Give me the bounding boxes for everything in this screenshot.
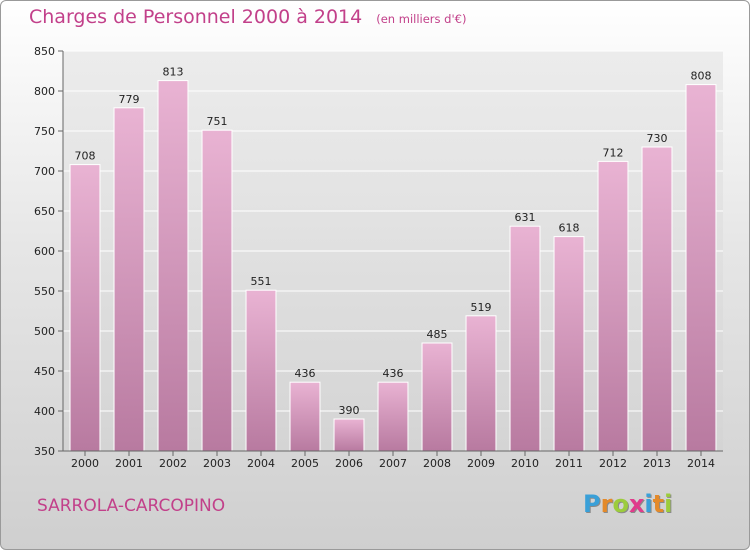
logo-letter: t — [652, 490, 665, 518]
x-tick-label: 2008 — [423, 457, 451, 470]
x-tick-label: 2011 — [555, 457, 583, 470]
bar-value-label: 708 — [75, 150, 96, 163]
y-tick-label: 600 — [34, 245, 55, 258]
bar-value-label: 751 — [207, 115, 228, 128]
bar — [553, 236, 585, 452]
title-text: Charges de Personnel 2000 à 2014 — [29, 6, 363, 28]
bar — [685, 84, 717, 452]
bar-value-label: 436 — [383, 367, 404, 380]
y-tick-label: 350 — [34, 445, 55, 458]
y-tick-label: 500 — [34, 325, 55, 338]
x-tick-label: 2000 — [71, 457, 99, 470]
y-tick-label: 550 — [34, 285, 55, 298]
y-tick-label: 750 — [34, 125, 55, 138]
x-tick-label: 2004 — [247, 457, 275, 470]
bar-value-label: 519 — [471, 301, 492, 314]
bar — [597, 160, 629, 452]
bar — [333, 418, 365, 452]
unit-text: (en milliers d'€) — [376, 12, 467, 26]
bar — [289, 381, 321, 452]
bar — [641, 146, 673, 452]
bar — [509, 225, 541, 452]
bar-value-label: 631 — [515, 211, 536, 224]
logo-letter: P — [583, 490, 601, 518]
bar-value-label: 808 — [691, 70, 712, 83]
x-tick-label: 2001 — [115, 457, 143, 470]
x-tick-label: 2009 — [467, 457, 495, 470]
x-tick-label: 2010 — [511, 457, 539, 470]
x-tick-label: 2006 — [335, 457, 363, 470]
bar-value-label: 485 — [427, 328, 448, 341]
bar — [113, 107, 145, 452]
x-tick-label: 2014 — [687, 457, 715, 470]
logo-letter: i — [644, 490, 653, 518]
x-tick-label: 2005 — [291, 457, 319, 470]
logo-letter: r — [600, 490, 613, 518]
y-tick-label: 850 — [34, 45, 55, 58]
bar-value-label: 779 — [119, 93, 140, 106]
bar-value-label: 390 — [339, 404, 360, 417]
proxiti-logo: Proxiti — [583, 490, 672, 518]
y-tick-label: 700 — [34, 165, 55, 178]
bar-value-label: 730 — [647, 132, 668, 145]
bar-value-label: 813 — [163, 66, 184, 79]
commune-name: SARROLA-CARCOPINO — [37, 496, 226, 516]
bar — [465, 315, 497, 452]
x-tick-label: 2007 — [379, 457, 407, 470]
bar-value-label: 618 — [559, 222, 580, 235]
logo-letter: o — [612, 490, 629, 518]
bar-value-label: 436 — [295, 367, 316, 380]
bar — [69, 164, 101, 452]
bar — [157, 80, 189, 452]
y-tick-label: 400 — [34, 405, 55, 418]
y-tick-label: 650 — [34, 205, 55, 218]
bar — [421, 342, 453, 452]
y-tick-label: 800 — [34, 85, 55, 98]
bar — [245, 289, 277, 452]
bar-value-label: 712 — [603, 146, 624, 159]
bar — [201, 129, 233, 452]
bar — [377, 381, 409, 452]
x-tick-label: 2012 — [599, 457, 627, 470]
x-tick-label: 2013 — [643, 457, 671, 470]
logo-letter: i — [664, 490, 673, 518]
y-tick-label: 450 — [34, 365, 55, 378]
chart-title: Charges de Personnel 2000 à 2014 (en mill… — [29, 6, 466, 28]
x-tick-label: 2003 — [203, 457, 231, 470]
bar-value-label: 551 — [251, 275, 272, 288]
logo-letter: x — [628, 490, 645, 518]
x-tick-label: 2002 — [159, 457, 187, 470]
